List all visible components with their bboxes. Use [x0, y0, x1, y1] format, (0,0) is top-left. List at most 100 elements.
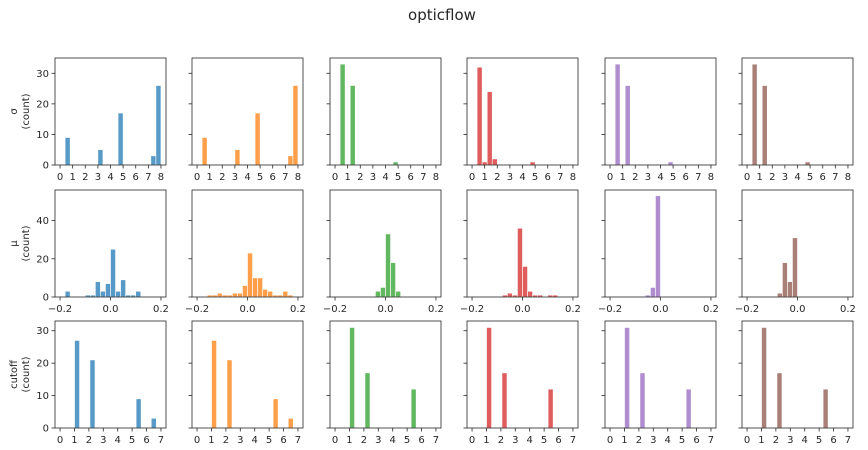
bar-cutoff-5-3	[685, 388, 692, 429]
bar-cutoff-1-3	[135, 398, 142, 429]
bar-sigma-3-2	[349, 85, 356, 166]
x-tick-label: −0.2	[185, 304, 209, 315]
x-tick-label: 0.0	[378, 304, 394, 315]
x-tick-label: 0.0	[653, 304, 669, 315]
y-tick-label: 20	[36, 359, 49, 370]
bar-mu-2-10	[252, 277, 258, 298]
y-tick-label: 40	[36, 216, 49, 227]
x-tick-label: 7	[695, 172, 701, 183]
bar-mu-5-2	[650, 287, 656, 298]
x-tick-label: 6	[830, 435, 836, 446]
bar-sigma-2-5	[292, 85, 299, 166]
bar-mu-2-6	[232, 292, 238, 298]
bar-sigma-2-4	[287, 155, 294, 166]
figure-title: opticflow	[408, 6, 476, 24]
ylabel-line: μ	[9, 240, 20, 247]
x-tick-label: 4	[519, 172, 525, 183]
x-tick-label: 2	[494, 172, 500, 183]
bar-mu-6-3	[787, 281, 793, 298]
x-tick-label: 8	[295, 172, 301, 183]
ylabel-line: σ	[9, 108, 20, 115]
ylabel-mu: μ(count)	[9, 225, 32, 261]
bar-mu-2-11	[257, 277, 263, 298]
x-tick-label: 3	[375, 435, 381, 446]
x-tick-label: 5	[120, 172, 126, 183]
x-tick-label: 1	[208, 435, 214, 446]
x-tick-label: 4	[390, 435, 396, 446]
x-tick-label: 5	[541, 435, 547, 446]
bar-sigma-1-4	[150, 155, 157, 166]
subplot-mu-4: −0.2 0.0 0.2	[460, 189, 581, 315]
bar-sigma-5-2	[624, 85, 631, 166]
bar-mu-1-12	[135, 290, 142, 298]
x-tick-label: 2	[498, 435, 504, 446]
x-tick-label: 0	[332, 435, 338, 446]
x-tick-label: 8	[570, 172, 576, 183]
bar-sigma-1-1	[64, 137, 71, 166]
x-tick-label: 0.2	[703, 304, 719, 315]
axes-frame	[741, 57, 854, 166]
x-tick-label: 5	[807, 172, 813, 183]
bar-cutoff-2-3	[272, 398, 279, 429]
axes-frame	[191, 320, 304, 429]
x-tick-label: 1	[621, 435, 627, 446]
bar-mu-1-4	[95, 281, 101, 298]
x-tick-label: −0.2	[48, 304, 72, 315]
x-tick-label: 6	[143, 435, 149, 446]
bar-mu-3-4	[390, 262, 396, 298]
bar-cutoff-6-1	[761, 327, 767, 429]
x-tick-label: 1	[758, 435, 764, 446]
x-tick-label: −0.2	[598, 304, 622, 315]
x-tick-label: 7	[295, 435, 301, 446]
bar-cutoff-1-1	[74, 340, 80, 429]
x-tick-label: 5	[532, 172, 538, 183]
bar-cutoff-2-4	[287, 417, 294, 429]
bar-mu-1-5	[100, 290, 106, 298]
x-tick-label: 7	[832, 172, 838, 183]
x-tick-label: 8	[708, 172, 714, 183]
bar-mu-6-4	[792, 237, 798, 298]
x-tick-label: 5	[670, 172, 676, 183]
bar-sigma-1-2	[97, 149, 104, 166]
x-tick-label: 6	[820, 172, 826, 183]
axes-frame	[191, 57, 304, 166]
x-tick-label: 3	[782, 172, 788, 183]
bar-sigma-5-1	[614, 63, 621, 166]
bar-mu-2-16	[282, 290, 289, 298]
x-tick-label: 7	[570, 435, 576, 446]
bar-mu-3-5	[395, 290, 401, 298]
x-tick-label: 1	[206, 172, 212, 183]
bar-sigma-6-3	[804, 161, 811, 166]
axes-frame	[604, 320, 717, 429]
x-tick-label: 7	[557, 172, 563, 183]
bar-sigma-3-1	[339, 63, 346, 166]
x-tick-label: 0.0	[515, 304, 531, 315]
x-tick-label: 1	[71, 435, 77, 446]
x-tick-label: 6	[408, 172, 414, 183]
x-tick-label: 4	[802, 435, 808, 446]
x-tick-label: 3	[512, 435, 518, 446]
x-tick-label: −0.2	[323, 304, 347, 315]
bar-mu-2-3	[216, 292, 223, 298]
x-tick-label: 2	[357, 172, 363, 183]
axes-frame	[54, 57, 167, 166]
bar-mu-3-2	[380, 287, 386, 298]
x-tick-label: 0	[57, 172, 63, 183]
axes-frame	[466, 57, 579, 166]
subplot-mu-5: −0.2 0.0 0.2	[598, 189, 719, 315]
x-tick-label: 4	[794, 172, 800, 183]
x-tick-label: 0	[744, 435, 750, 446]
bar-cutoff-5-2	[639, 372, 646, 429]
x-tick-label: 4	[107, 172, 113, 183]
x-tick-label: 7	[845, 435, 851, 446]
bar-cutoff-4-2	[501, 372, 508, 429]
x-tick-label: 4	[665, 435, 671, 446]
x-tick-label: 0	[332, 172, 338, 183]
x-tick-label: 3	[95, 172, 101, 183]
x-tick-label: 2	[223, 435, 229, 446]
